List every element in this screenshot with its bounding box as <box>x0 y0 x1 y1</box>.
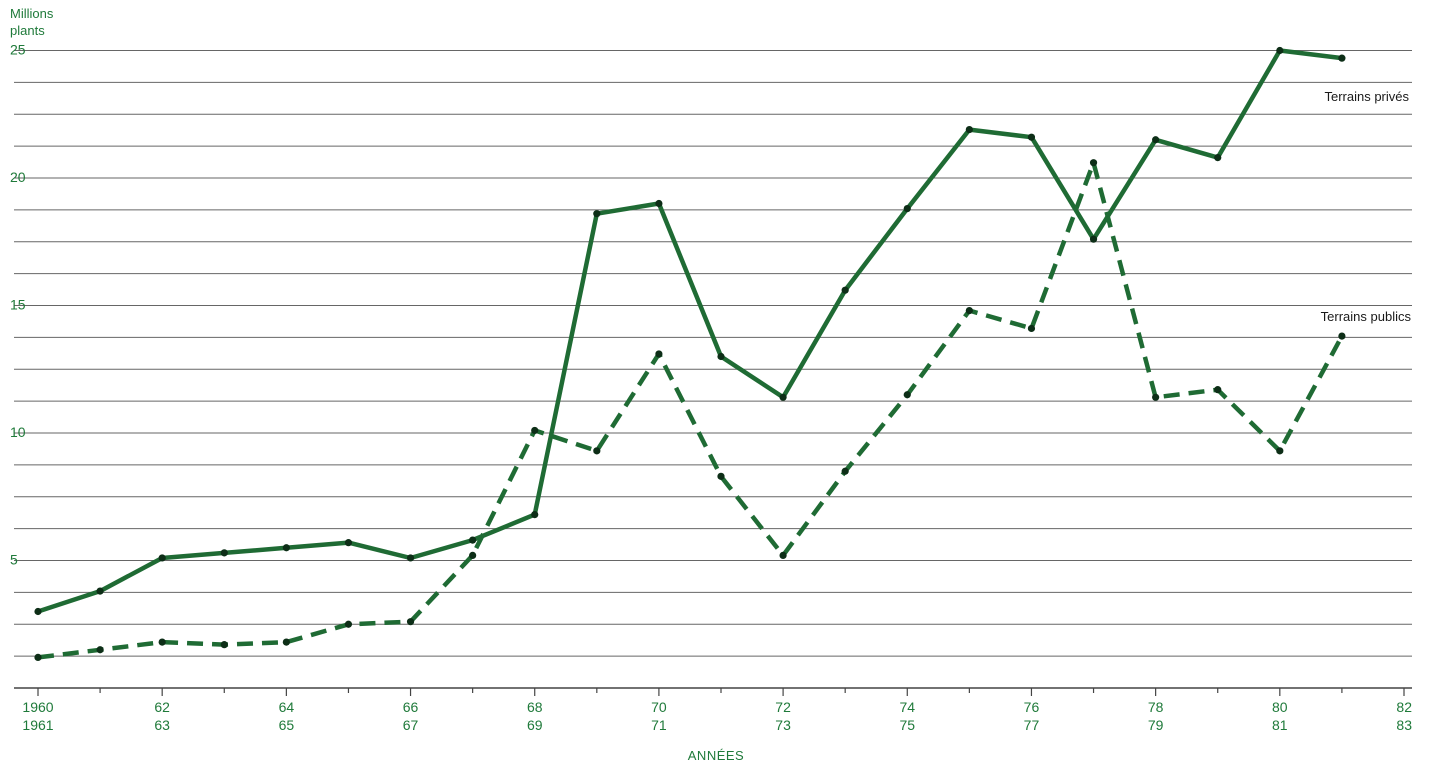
data-point-prives <box>593 210 601 218</box>
data-point-prives <box>344 539 353 547</box>
data-point-prives <box>655 199 663 208</box>
x-tick-label: 1960 <box>22 699 53 715</box>
x-tick-label: 74 <box>899 699 915 715</box>
x-tick-label: 63 <box>154 717 170 733</box>
y-tick-labels: 5 10 15 20 25 <box>10 42 26 568</box>
data-points <box>34 46 1346 662</box>
data-point-prives <box>282 544 290 552</box>
data-point-prives <box>158 554 166 562</box>
y-tick-label: 20 <box>10 169 26 185</box>
data-point-publics <box>965 307 973 315</box>
x-tick-label: 66 <box>403 699 419 715</box>
series-lines <box>37 48 1344 660</box>
data-point-publics <box>158 638 166 646</box>
data-point-publics <box>1276 447 1284 455</box>
x-tick-label: 83 <box>1396 717 1412 733</box>
data-point-prives <box>96 587 104 595</box>
x-tick-label: 67 <box>403 717 419 733</box>
data-point-publics <box>344 620 353 628</box>
x-tick-label: 75 <box>899 717 915 733</box>
data-point-publics <box>220 641 228 649</box>
data-point-publics <box>779 551 787 560</box>
x-tick-label: 70 <box>651 699 667 715</box>
x-tick-label: 77 <box>1024 717 1040 733</box>
data-point-prives <box>34 607 42 616</box>
data-point-publics <box>96 646 104 654</box>
series-line-prives <box>37 48 1343 614</box>
x-tick-label: 72 <box>775 699 791 715</box>
y-tick-label: 10 <box>10 424 26 440</box>
x-tick-label: 69 <box>527 717 543 733</box>
data-point-publics <box>406 618 415 626</box>
data-point-publics <box>469 551 477 560</box>
x-tick-label: 64 <box>279 699 295 715</box>
data-point-publics <box>282 638 290 646</box>
data-point-publics <box>531 426 539 435</box>
data-point-publics <box>1027 324 1036 333</box>
data-point-prives <box>1089 235 1098 243</box>
data-point-prives <box>841 286 849 294</box>
data-point-prives <box>1276 46 1284 55</box>
x-tick-label: 65 <box>279 717 295 733</box>
data-point-publics <box>593 447 601 455</box>
x-tick-label: 78 <box>1148 699 1164 715</box>
data-point-prives <box>220 549 228 557</box>
data-point-publics <box>841 467 849 475</box>
data-point-prives <box>406 554 415 562</box>
x-tick-label: 76 <box>1024 699 1040 715</box>
x-tick-label: 81 <box>1272 717 1288 733</box>
data-point-prives <box>717 352 725 361</box>
data-point-publics <box>1089 159 1098 167</box>
x-tick-label: 68 <box>527 699 543 715</box>
y-axis-label-line1: Millions <box>10 6 54 21</box>
data-point-prives <box>903 205 911 213</box>
data-point-prives <box>1027 133 1036 141</box>
series-label-prives: Terrains privés <box>1324 89 1409 104</box>
data-point-publics <box>1152 393 1160 401</box>
data-point-publics <box>34 653 42 662</box>
x-tick-label: 62 <box>154 699 170 715</box>
x-axis-label: ANNÉES <box>688 748 744 763</box>
x-tick-label: 1961 <box>22 717 53 733</box>
data-point-publics <box>903 391 911 399</box>
y-tick-label: 25 <box>10 42 26 58</box>
data-point-publics <box>1214 386 1222 394</box>
y-tick-label: 15 <box>10 297 26 313</box>
y-axis-label-line2: plants <box>10 23 45 38</box>
data-point-prives <box>531 510 539 519</box>
x-tick-label: 80 <box>1272 699 1288 715</box>
data-point-prives <box>469 536 477 544</box>
data-point-prives <box>965 125 973 134</box>
data-point-prives <box>779 393 787 401</box>
series-label-publics: Terrains publics <box>1321 309 1412 324</box>
series-line-publics <box>37 160 1344 660</box>
x-axis <box>14 687 1412 696</box>
data-point-publics <box>1338 332 1346 340</box>
data-point-prives <box>1338 54 1346 62</box>
grid-lines <box>14 49 1412 657</box>
x-tick-labels: 1960 1961 62 63 64 65 66 67 68 69 70 71 72 73 74 75 76 77… <box>22 699 1412 733</box>
data-point-publics <box>717 472 725 480</box>
data-point-publics <box>655 350 663 358</box>
y-tick-label: 5 <box>10 552 18 568</box>
data-point-prives <box>1214 154 1222 162</box>
x-tick-label: 73 <box>775 717 791 733</box>
x-tick-label: 82 <box>1396 699 1412 715</box>
data-point-prives <box>1152 136 1160 144</box>
x-tick-label: 71 <box>651 717 667 733</box>
x-tick-label: 79 <box>1148 717 1164 733</box>
